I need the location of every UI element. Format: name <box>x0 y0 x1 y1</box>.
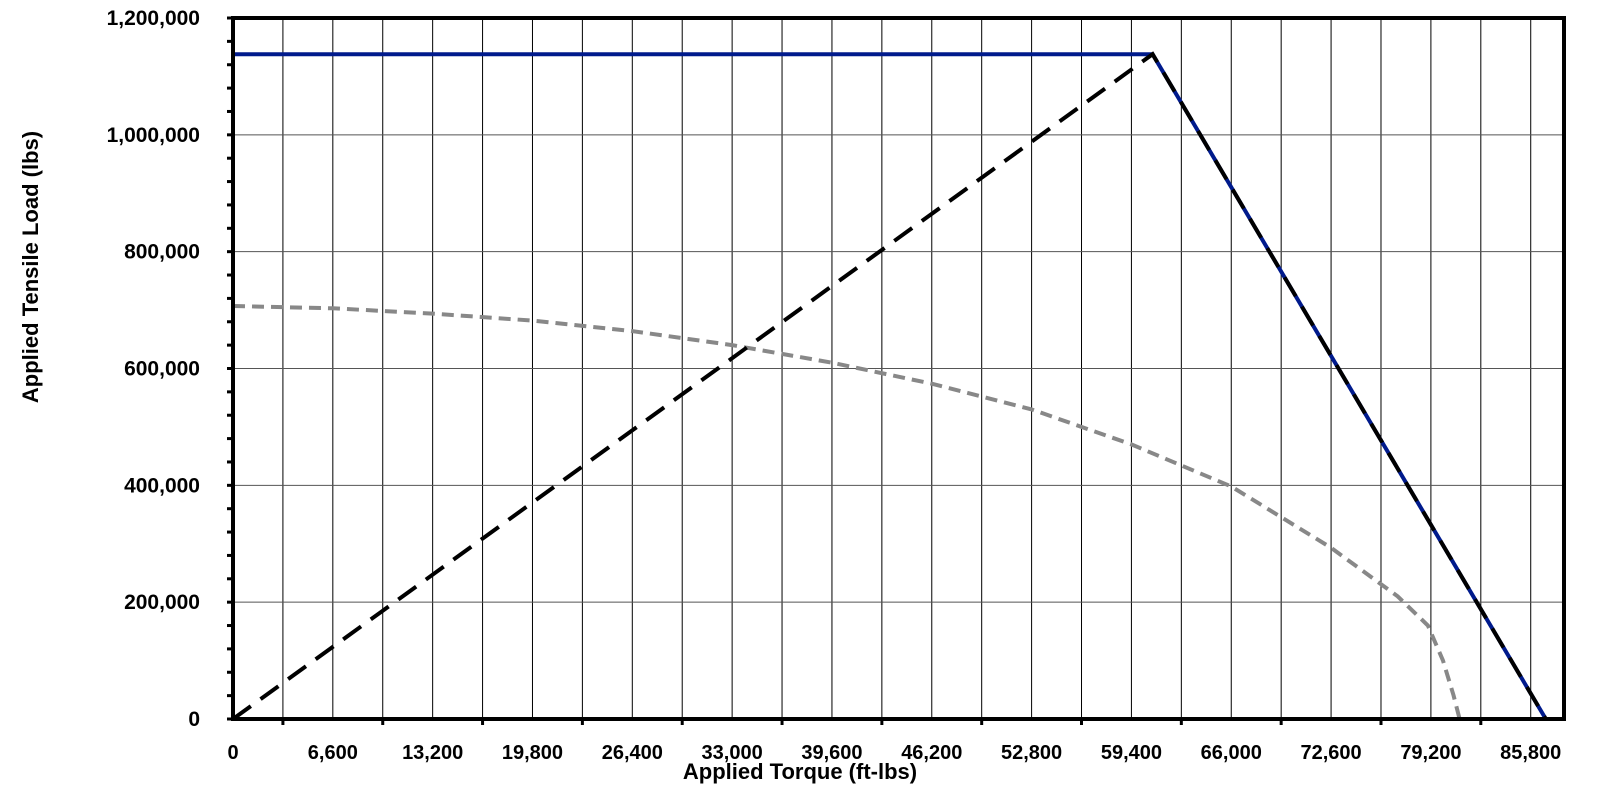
x-tick-label: 79,200 <box>1400 742 1461 764</box>
y-tick-label: 1,200,000 <box>107 7 200 30</box>
x-axis-title: Applied Torque (ft-lbs) <box>683 759 917 784</box>
series-line-2 <box>231 51 1548 721</box>
x-tick-label: 59,400 <box>1101 742 1162 764</box>
x-tick-label: 52,800 <box>1001 742 1062 764</box>
minor-ticks <box>227 16 1483 725</box>
grid <box>233 18 1564 719</box>
y-tick-labels: 0 200,000 400,000 600,000 800,000 1,000,000 1,… <box>107 7 200 731</box>
x-tick-label: 46,200 <box>901 742 962 764</box>
x-tick-label: 66,000 <box>1201 742 1262 764</box>
x-tick-label: 0 <box>227 742 238 764</box>
x-tick-label: 6,600 <box>308 742 358 764</box>
series-line-1 <box>233 52 1548 721</box>
series-line-3 <box>232 304 1564 721</box>
x-tick-label: 19,800 <box>502 742 563 764</box>
y-tick-label: 200,000 <box>124 591 200 614</box>
x-tick-label: 85,800 <box>1500 742 1561 764</box>
x-tick-label: 72,600 <box>1300 742 1361 764</box>
y-tick-label: 0 <box>188 708 200 731</box>
x-tick-label: 33,000 <box>702 742 763 764</box>
y-tick-label: 1,000,000 <box>107 124 200 147</box>
y-tick-label: 400,000 <box>124 474 200 497</box>
y-tick-label: 600,000 <box>124 358 200 381</box>
x-tick-label: 26,400 <box>602 742 663 764</box>
x-tick-labels: 0 6,600 13,200 19,800 26,400 33,000 39,600 46,2… <box>227 742 1561 764</box>
series-layer <box>231 51 1564 721</box>
x-tick-label: 39,600 <box>801 742 862 764</box>
plot-frame <box>231 16 1566 721</box>
x-tick-label: 13,200 <box>402 742 463 764</box>
y-tick-label: 800,000 <box>124 241 200 264</box>
y-axis-title: Applied Tensile Load (lbs) <box>18 131 43 403</box>
